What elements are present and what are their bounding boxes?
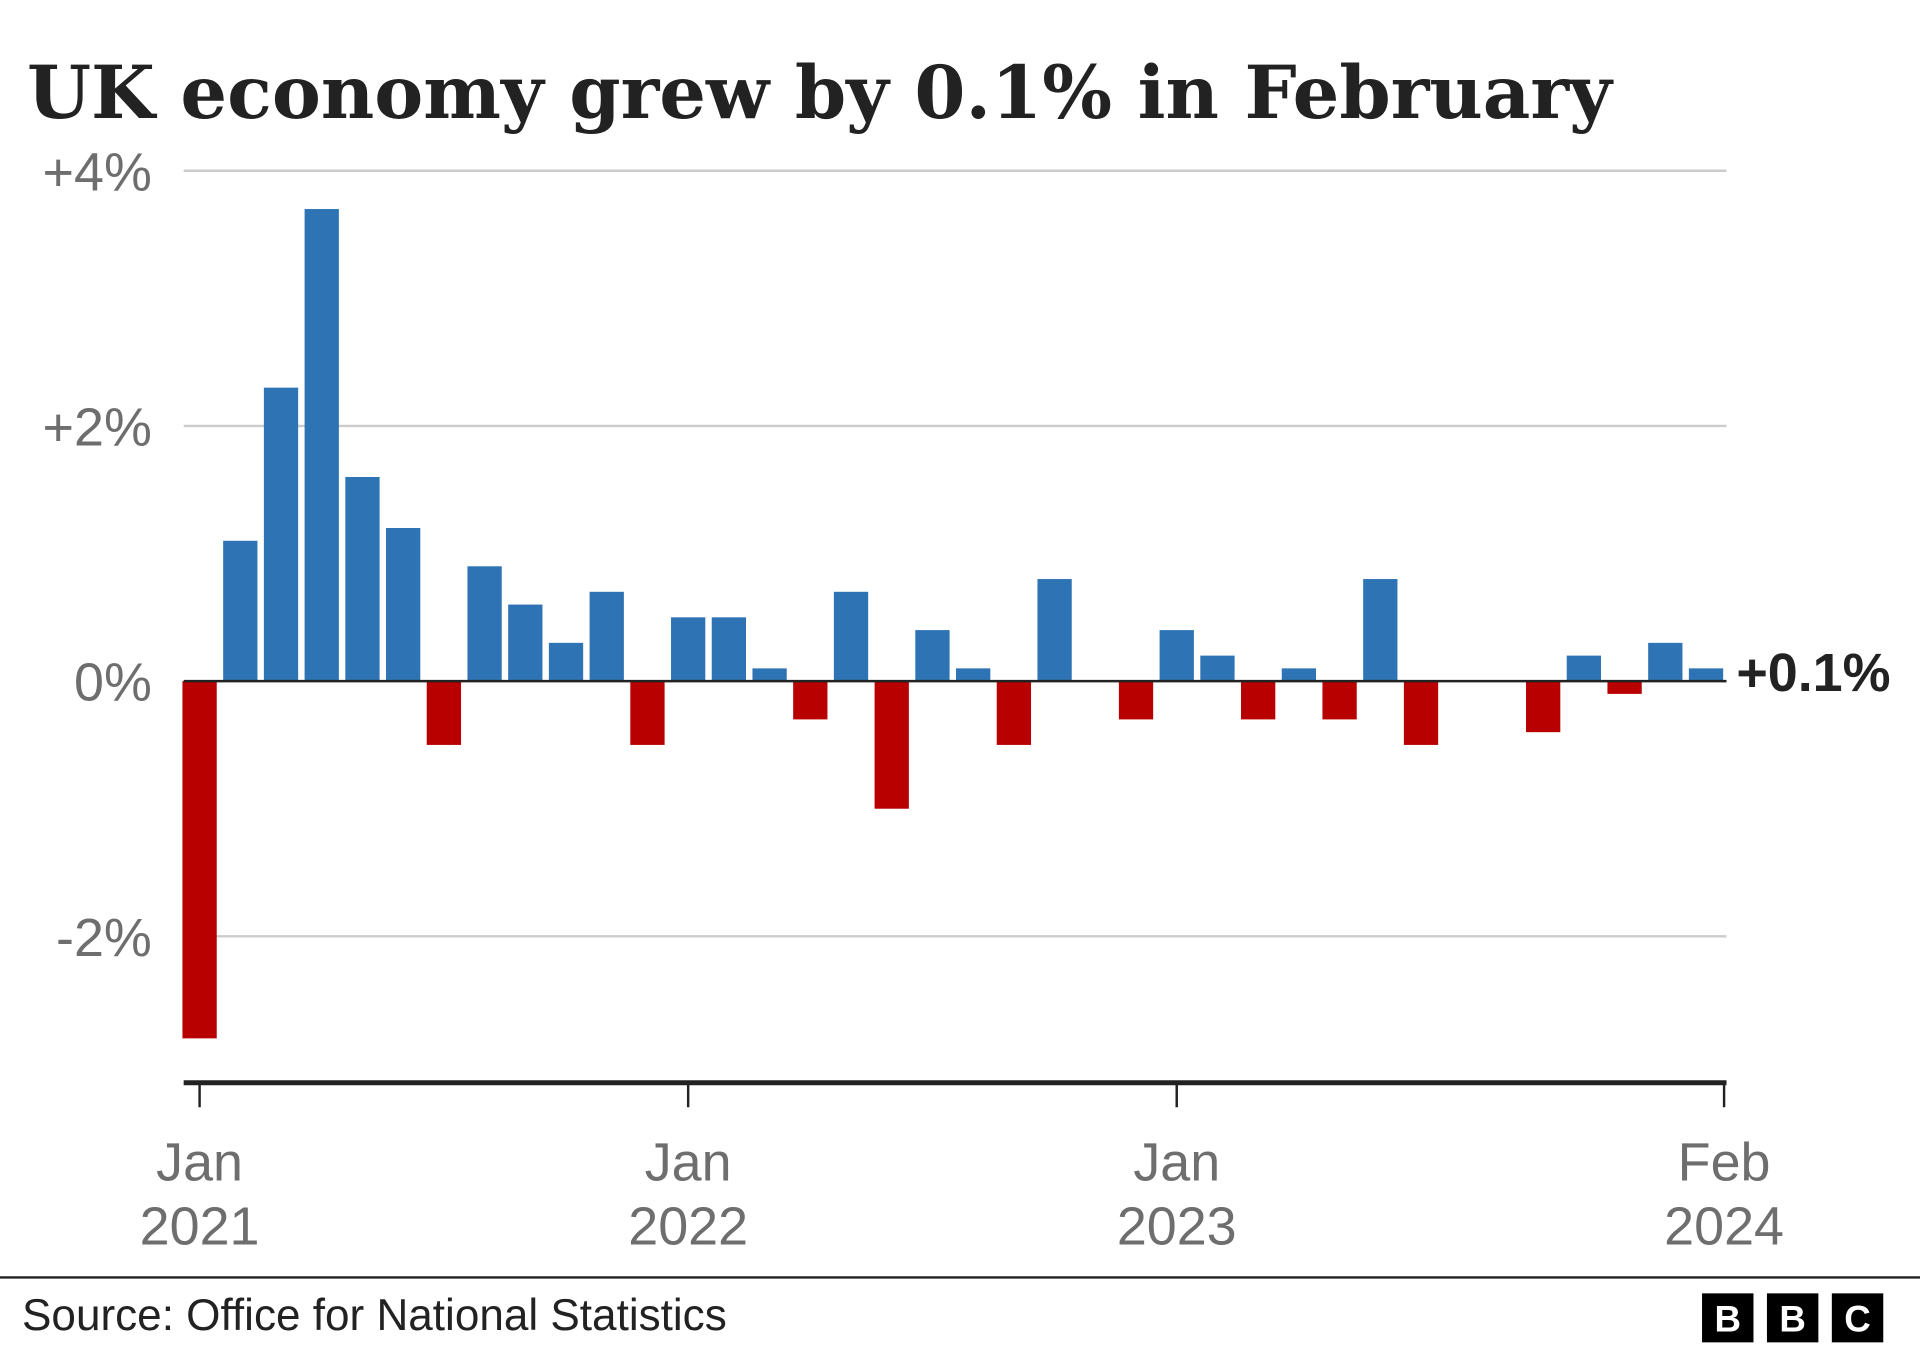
x-tick-year: 2023 [1117, 1196, 1237, 1256]
bar-apr-2023 [1281, 668, 1317, 682]
y-tick-label: 0% [74, 653, 152, 713]
bar-feb-2021 [223, 540, 258, 682]
chart-title: UK economy grew by 0.1% in February [27, 50, 1614, 136]
bar-jun-2022 [874, 681, 909, 809]
bar-oct-2021 [548, 642, 584, 682]
x-tick-year: 2024 [1664, 1196, 1784, 1256]
x-tick-month: Jan [156, 1133, 243, 1193]
bar-apr-2021 [304, 209, 339, 682]
bar-mar-2021 [263, 387, 299, 682]
latest-value-label: +0.1% [1736, 643, 1890, 703]
bar-oct-2023 [1526, 681, 1561, 733]
bar-aug-2021 [467, 566, 502, 682]
bar-oct-2022 [1037, 579, 1072, 682]
bar-jun-2021 [386, 528, 421, 682]
bar-aug-2022 [956, 668, 991, 682]
bar-jan-2022 [671, 617, 706, 682]
bar-nov-2023 [1566, 655, 1602, 682]
source-note: Source: Office for National Statistics [22, 1291, 727, 1340]
bar-dec-2022 [1118, 681, 1154, 720]
bar-feb-2024 [1688, 668, 1724, 682]
svg-text:C: C [1844, 1298, 1871, 1339]
bar-may-2021 [345, 476, 380, 682]
bbc-logo: B B C [1702, 1293, 1884, 1343]
bar-sep-2021 [508, 604, 543, 682]
bar-feb-2022 [711, 617, 747, 682]
bar-jul-2021 [426, 681, 462, 745]
x-tick-month: Jan [645, 1133, 732, 1193]
x-tick-month: Feb [1678, 1133, 1771, 1193]
bar-apr-2022 [793, 681, 828, 720]
bar-may-2023 [1322, 681, 1357, 720]
bar-dec-2021 [630, 681, 665, 745]
bar-may-2022 [833, 591, 869, 682]
x-tick-year: 2022 [628, 1196, 748, 1256]
y-tick-label: +2% [43, 398, 152, 458]
bar-jun-2023 [1363, 579, 1398, 682]
svg-text:B: B [1779, 1298, 1806, 1339]
bar-mar-2023 [1241, 681, 1276, 720]
x-tick-year: 2021 [140, 1196, 260, 1256]
y-tick-label: -2% [56, 908, 152, 968]
bar-jul-2023 [1403, 681, 1439, 745]
bar-sep-2022 [996, 681, 1032, 745]
bar-nov-2021 [589, 591, 624, 682]
y-tick-label: +4% [43, 142, 152, 202]
svg-text:B: B [1714, 1298, 1741, 1339]
bar-feb-2023 [1200, 655, 1235, 682]
bar-jan-2024 [1648, 642, 1683, 682]
bar-dec-2023 [1607, 681, 1642, 694]
bar-jan-2021 [182, 681, 217, 1039]
x-tick-month: Jan [1133, 1133, 1220, 1193]
bar-jan-2023 [1159, 630, 1194, 682]
bar-jul-2022 [915, 630, 950, 682]
bar-mar-2022 [752, 668, 787, 682]
